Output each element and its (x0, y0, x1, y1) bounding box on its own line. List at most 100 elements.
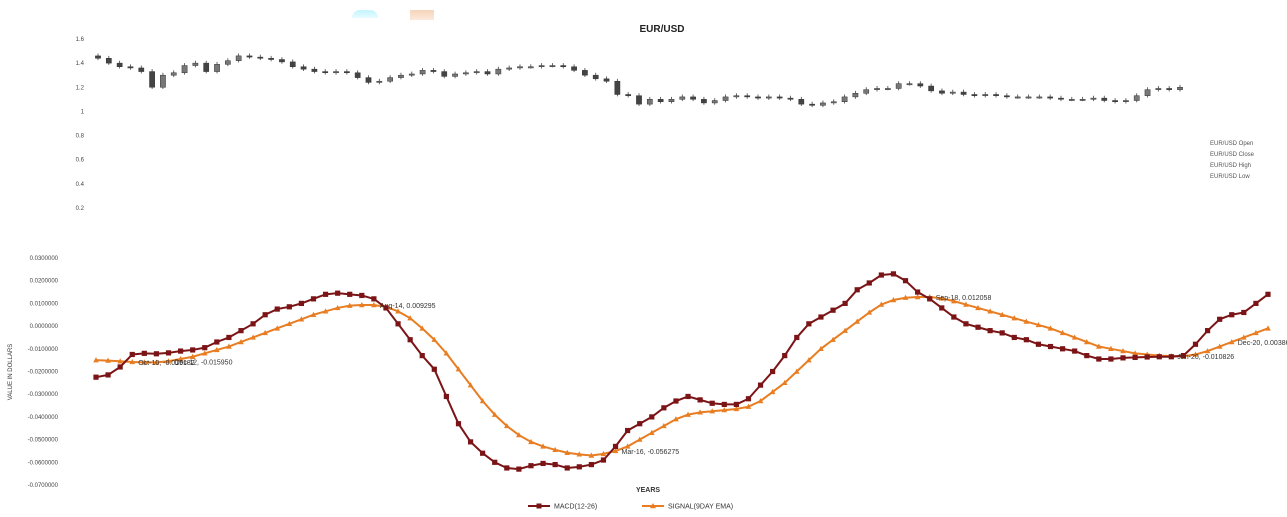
signal-point (733, 405, 740, 412)
candlestick-candle (830, 101, 837, 104)
signal-point (830, 336, 836, 342)
signal-point (769, 388, 776, 395)
macd-point (226, 334, 232, 341)
candlestick-candle (625, 94, 632, 96)
signal-point (661, 422, 667, 429)
signal-point (322, 308, 329, 314)
macd-point (1072, 348, 1078, 354)
candlestick-candle (1036, 96, 1043, 99)
macd-point (431, 366, 437, 372)
signal-point (1120, 348, 1126, 354)
candlestick-candle (419, 70, 426, 75)
candlestick-candle (755, 96, 761, 99)
macd-point (395, 321, 401, 327)
macd-point (492, 459, 498, 465)
decorative-peach-mark (410, 10, 434, 20)
macd-point (1156, 354, 1162, 360)
candlestick-y-axis: 1.6 1.4 1.2 1 0.8 0.6 0.4 0.2 (76, 37, 85, 212)
signal-point (201, 350, 208, 356)
macd-point (649, 414, 655, 420)
candlestick-candle (1155, 88, 1162, 90)
signal-point (407, 315, 413, 321)
macd-point (504, 465, 510, 471)
macd-point (1059, 346, 1066, 352)
signal-point (1108, 345, 1114, 351)
candlestick-candle (1101, 97, 1108, 101)
candlestick-candle (614, 80, 621, 95)
macd-point (999, 330, 1005, 336)
macd-point (1047, 343, 1054, 350)
candlestick-candle (1177, 87, 1183, 90)
data-label: Aug-14, 0.009295 (380, 303, 436, 310)
candlestick-candle (722, 96, 729, 101)
macd-line-series (93, 271, 1271, 472)
signal-point (552, 446, 558, 453)
signal-point (975, 304, 981, 311)
macd-point (806, 321, 812, 327)
candlestick-y-tick-label: 0.8 (76, 134, 85, 140)
candlestick-candle (344, 71, 350, 74)
candlestick-candle (105, 58, 112, 64)
candlestick-candle (1166, 88, 1173, 90)
signal-point (588, 452, 595, 458)
candlestick-candle (354, 72, 361, 78)
candlestick-candle (268, 58, 274, 60)
macd-point (588, 461, 594, 468)
candlestick-candle (279, 59, 285, 63)
signal-point (419, 325, 426, 331)
macd-point (286, 304, 292, 310)
signal-point (842, 327, 848, 333)
macd-point (250, 321, 256, 327)
macd-point (915, 289, 921, 295)
candlestick-candle (939, 90, 945, 94)
macd-point (685, 393, 691, 400)
signal-point (709, 408, 716, 414)
macd-y-tick-label: 0.0100000 (30, 301, 59, 307)
macd-point (1144, 354, 1150, 360)
candlestick-legend-entry: EUR/USD Low (1210, 174, 1250, 180)
signal-point (431, 336, 438, 342)
macd-y-tick-label: -0.0500000 (28, 438, 59, 444)
candlestick-candle (646, 99, 653, 105)
candlestick-candle (1133, 95, 1140, 101)
macd-point (419, 353, 425, 359)
signal-point (1228, 338, 1235, 345)
macd-y-axis: 0.0300000 0.0200000 0.0100000 0.0000000 -0.0… (28, 256, 59, 489)
signal-point (516, 432, 522, 438)
candlestick-candle (495, 68, 502, 75)
macd-point (854, 287, 860, 293)
macd-point (1180, 353, 1187, 359)
macd-point (371, 296, 377, 302)
macd-point (564, 465, 570, 471)
candlestick-candle (538, 65, 545, 67)
macd-y-tick-label: -0.0600000 (28, 460, 59, 466)
signal-point (600, 450, 607, 457)
signal-point (238, 338, 244, 345)
candlestick-candle (636, 95, 642, 105)
signal-point (1132, 350, 1138, 356)
macd-point (987, 328, 993, 334)
macd-point (963, 321, 969, 327)
legend-swatch-marker (650, 503, 656, 509)
candlestick-candle (1058, 97, 1064, 100)
signal-point (286, 320, 293, 327)
signal-point (395, 308, 401, 314)
candlestick-candle (300, 66, 307, 70)
macd-point (745, 396, 752, 402)
signal-point (781, 379, 788, 386)
signal-point (214, 346, 220, 353)
data-label: Dec-20, 0.003866 (1238, 340, 1287, 347)
candlestick-candle (690, 96, 696, 100)
macd-point (830, 307, 836, 313)
candlestick-candle (527, 66, 534, 69)
signal-point (153, 359, 160, 365)
signal-point (1241, 334, 1247, 340)
macd-point (262, 312, 268, 318)
signal-point (177, 356, 184, 362)
candlestick-candle (1112, 100, 1118, 102)
macd-point (661, 405, 667, 411)
signal-point (866, 309, 873, 315)
candlestick-candle (960, 91, 967, 95)
signal-point (721, 407, 728, 413)
macd-point (129, 351, 135, 358)
